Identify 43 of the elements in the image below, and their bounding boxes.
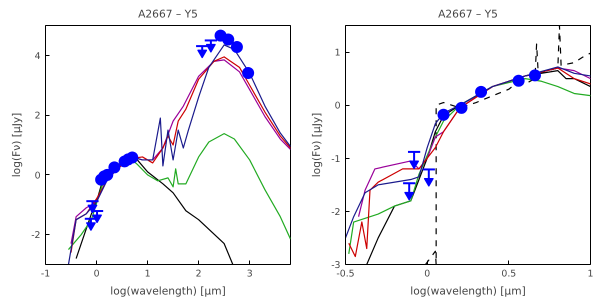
point [528, 69, 541, 82]
x-tick-label: -0.5 [336, 268, 355, 280]
y-tick-label: 4 [34, 50, 41, 62]
point [242, 67, 254, 79]
x-tick-label: 2 [196, 268, 202, 280]
x-tick-label: 0 [424, 268, 430, 280]
y-axis-title: log(Fν) [μJy] [10, 112, 24, 178]
point [424, 178, 434, 187]
point [87, 204, 98, 214]
point [197, 50, 208, 58]
y-axis-title: log(Fν) [μJy] [310, 112, 324, 178]
y-tick-label: 0 [334, 100, 341, 112]
y-tick-label: -2 [331, 206, 341, 218]
x-axis-title: log(wavelength) [μm] [410, 284, 526, 298]
chart-title: A2667 – Y5 [438, 8, 498, 20]
y-tick-label: 0 [34, 170, 41, 182]
y-tick-label: -1 [331, 154, 341, 165]
point [222, 34, 234, 46]
x-tick-label: 1 [588, 268, 594, 280]
chart-title: A2667 – Y5 [138, 8, 198, 20]
y-tick-label: -2 [31, 230, 41, 242]
point [206, 44, 216, 53]
point [409, 160, 420, 170]
point [404, 192, 414, 201]
x-axis-title: log(wavelength) [μm] [110, 284, 226, 298]
point [108, 161, 120, 174]
point [455, 102, 468, 114]
point [126, 152, 138, 164]
line-series [68, 133, 290, 250]
x-tick-label: 0.5 [501, 268, 516, 280]
point [86, 222, 96, 232]
y-tick-label: -3 [331, 260, 341, 271]
y-tick-label: 1 [334, 48, 341, 59]
x-tick-label: 1 [144, 268, 151, 280]
point [101, 168, 114, 181]
y-tick-label: 2 [34, 110, 41, 122]
point [230, 41, 243, 53]
point [512, 74, 525, 87]
x-tick-label: 3 [246, 268, 253, 280]
x-tick-label: 0 [94, 268, 100, 280]
point [92, 214, 102, 224]
point [438, 108, 450, 121]
point [475, 86, 488, 98]
